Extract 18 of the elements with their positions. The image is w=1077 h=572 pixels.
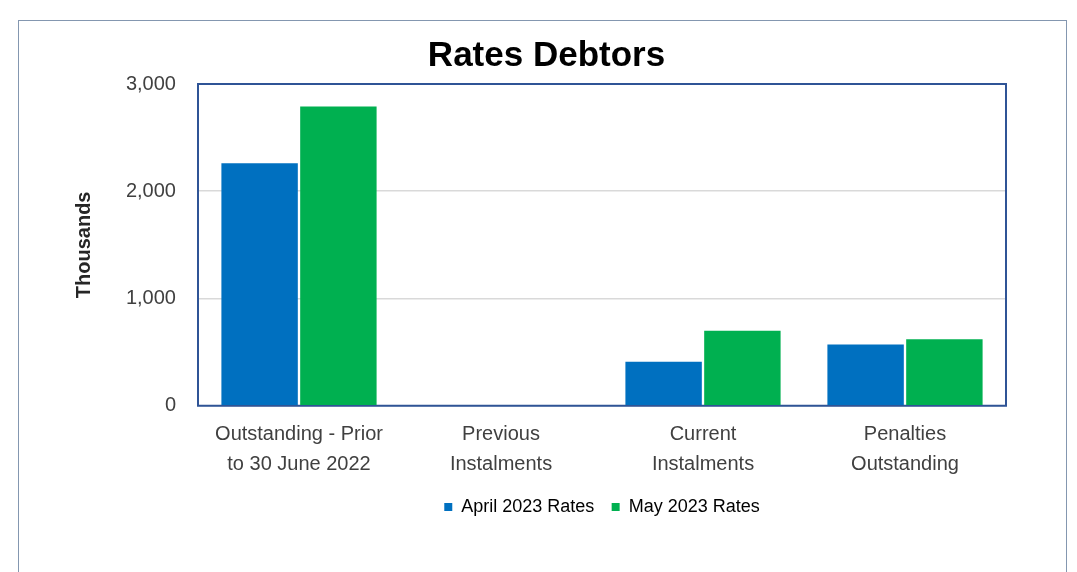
x-tick-label: Previous Instalments [449, 422, 553, 475]
y-tick-label: 0 [164, 393, 176, 416]
bar [827, 344, 904, 405]
x-tick-label: Penalties Outstanding [851, 422, 959, 475]
y-axis-title: Thousands [71, 191, 94, 299]
y-tick-label: 3,000 [125, 71, 176, 94]
legend-label: May 2023 Rates [628, 495, 760, 516]
legend-label: April 2023 Rates [461, 495, 595, 516]
bar [906, 339, 983, 405]
bar [221, 163, 298, 405]
bar [625, 361, 702, 405]
y-tick-label: 2,000 [125, 178, 176, 201]
bar [300, 106, 377, 405]
x-tick-label: Outstanding - Prior to 30 June 2022 [215, 422, 384, 475]
chart-title: Rates Debtors [427, 34, 666, 73]
y-tick-label: 1,000 [125, 285, 176, 308]
x-tick-label: Current Instalments [651, 422, 755, 475]
bar [704, 330, 781, 405]
